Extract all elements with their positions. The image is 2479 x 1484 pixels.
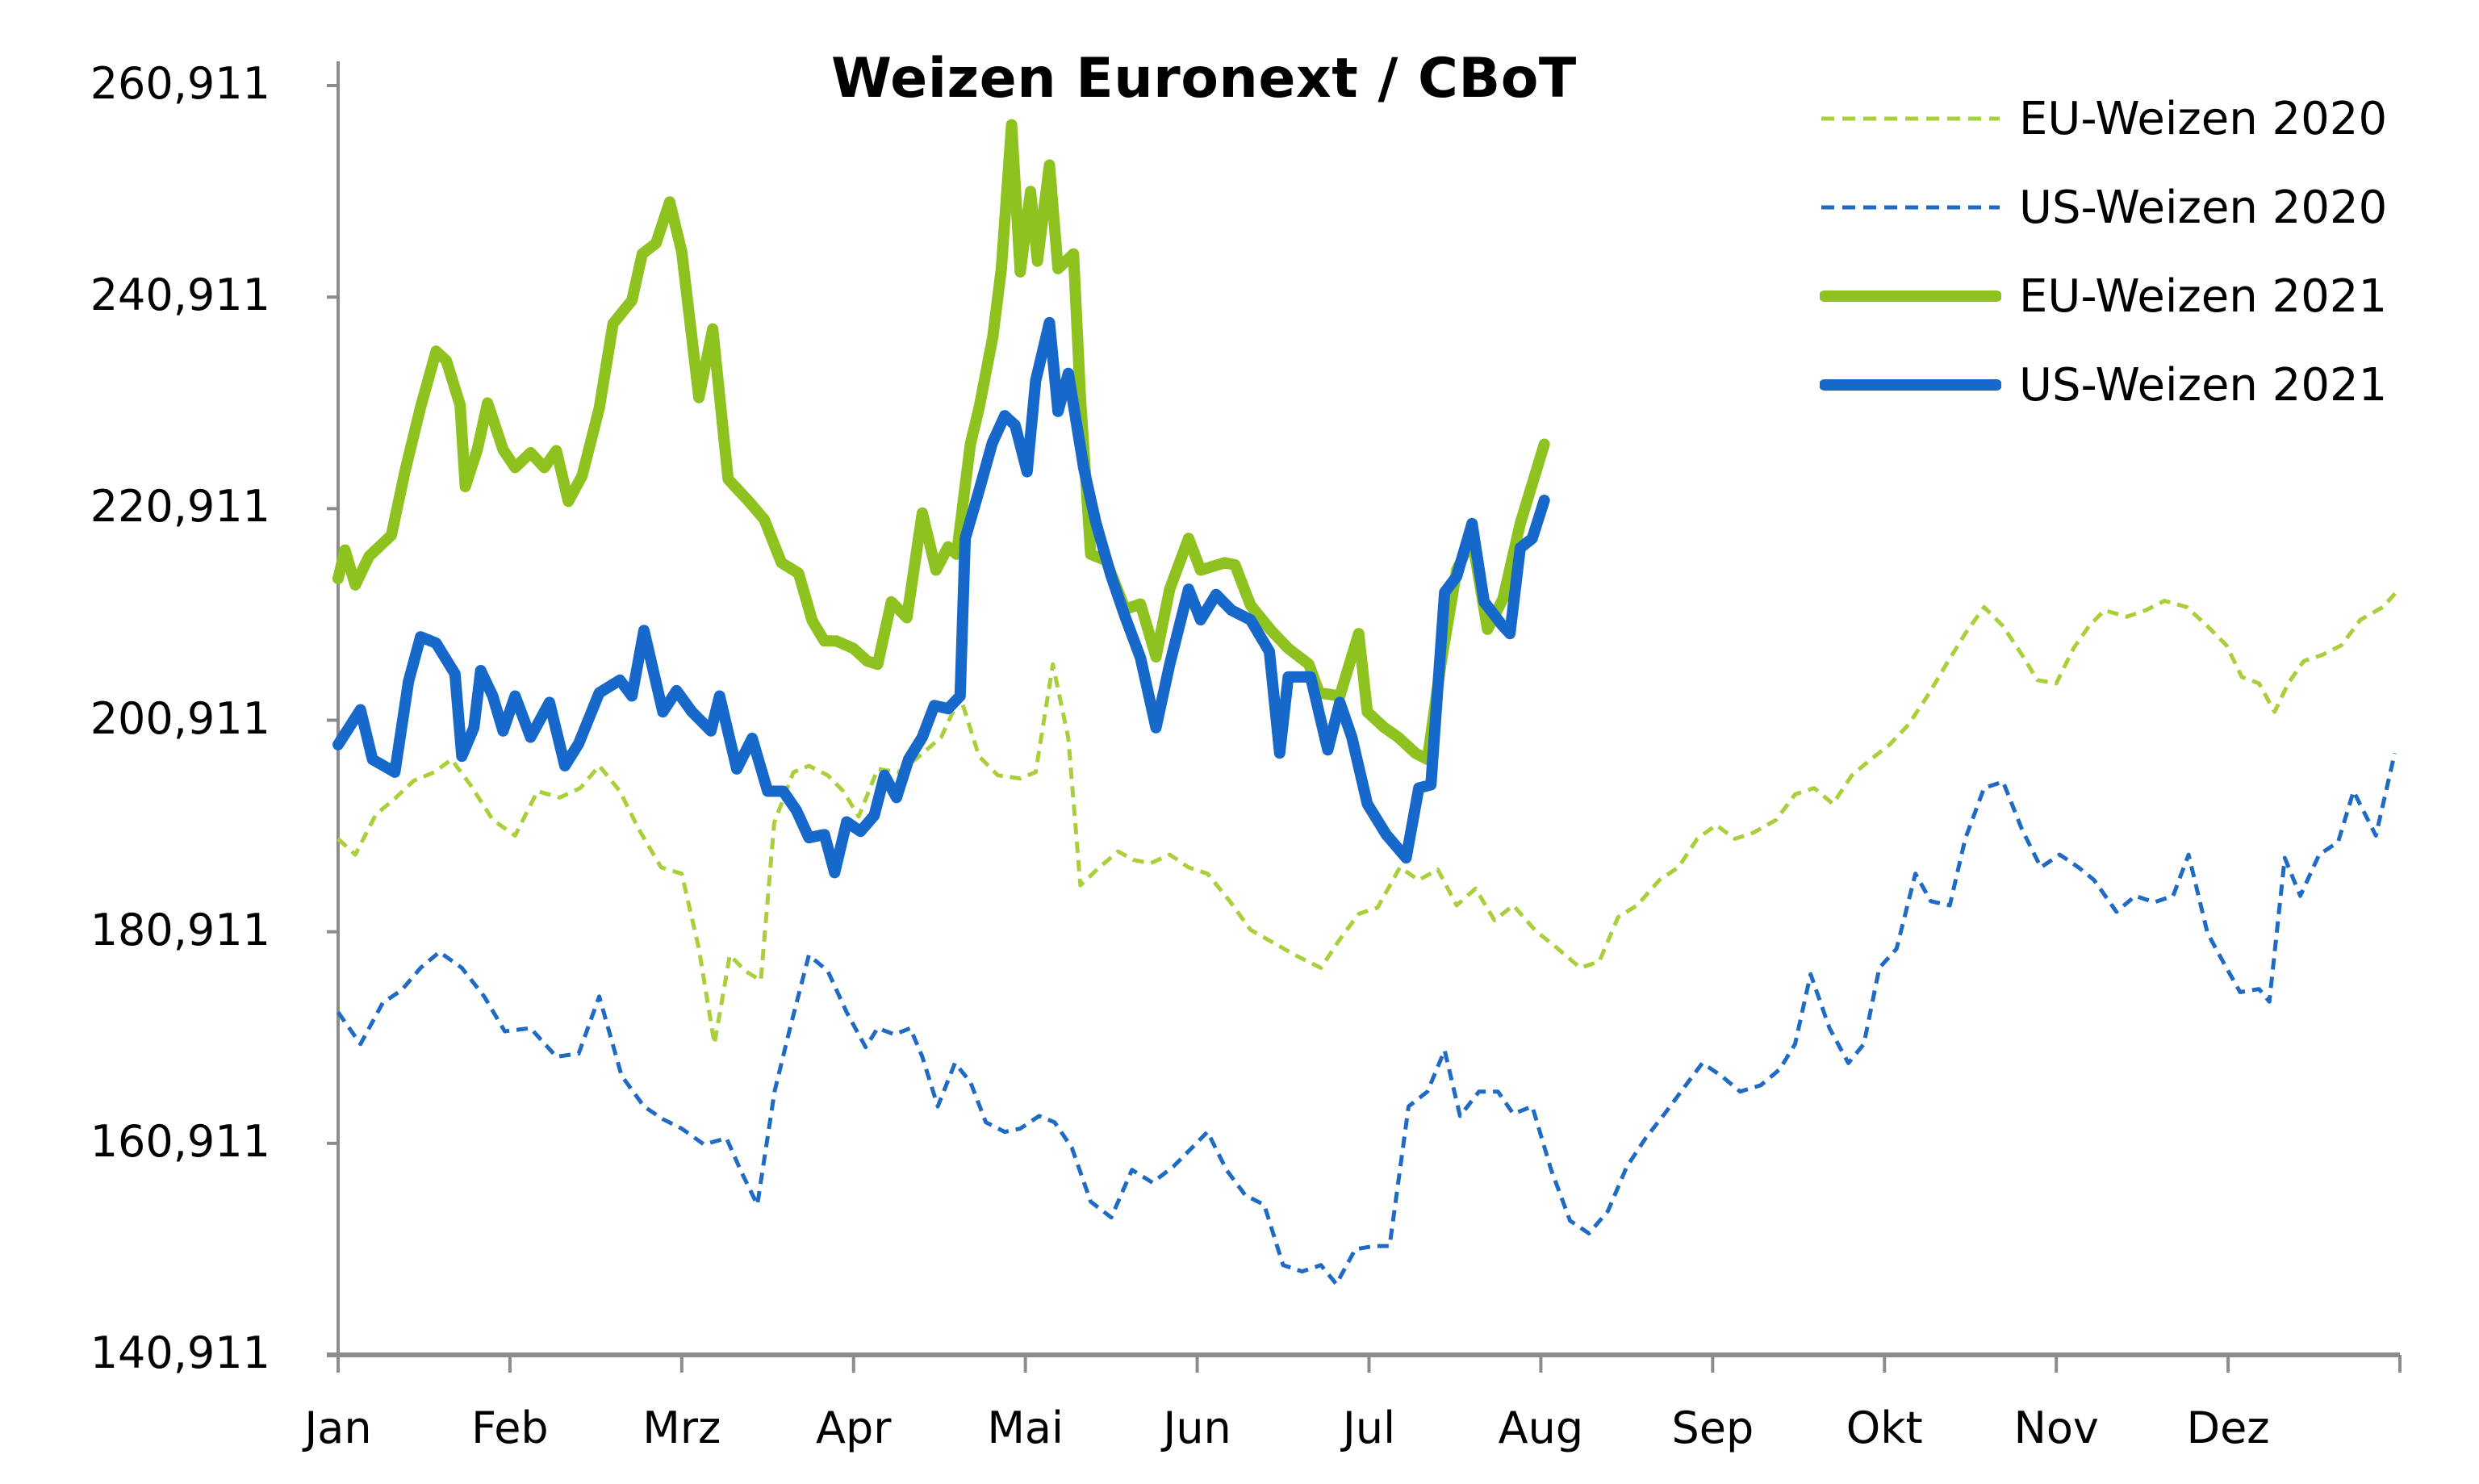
series-line-eu-weizen-2021 — [332, 119, 1550, 766]
legend-item-eu-2020: EU-Weizen 2020 — [1820, 74, 2387, 163]
series-line-us-weizen-2020 — [336, 752, 2397, 1286]
series-line-eu-weizen-2020 — [337, 587, 2402, 1047]
chart-title: Weizen Euronext / CBoT — [831, 47, 1577, 111]
legend-item-eu-2021: EU-Weizen 2021 — [1820, 252, 2387, 341]
y-tick-label: 200,911 — [90, 692, 270, 744]
x-tick-label: Okt — [1846, 1402, 1923, 1453]
legend-item-us-2020: US-Weizen 2020 — [1820, 163, 2387, 252]
x-tick-label: Jun — [1163, 1402, 1231, 1453]
x-tick-label: Apr — [816, 1402, 892, 1453]
x-tick-label: Aug — [1498, 1402, 1584, 1453]
x-tick-label: Sep — [1671, 1402, 1754, 1453]
legend-label: US-Weizen 2020 — [2019, 181, 2388, 234]
x-tick-label: Feb — [471, 1402, 549, 1453]
y-tick-label: 180,911 — [90, 904, 270, 955]
x-tick-label: Jan — [304, 1402, 372, 1453]
legend-item-us-2021: US-Weizen 2021 — [1820, 341, 2387, 429]
x-tick-label: Mrz — [642, 1402, 721, 1453]
x-tick-label: Dez — [2186, 1402, 2270, 1453]
dashed-line-swatch-icon — [1821, 116, 2000, 121]
solid-line-swatch-icon — [1820, 291, 2001, 302]
y-tick-label: 160,911 — [90, 1115, 270, 1167]
solid-line-swatch-icon — [1820, 379, 2001, 391]
x-tick-label: Nov — [2013, 1402, 2099, 1453]
series-line-us-weizen-2021 — [332, 316, 1550, 879]
y-tick-label: 240,911 — [90, 270, 270, 321]
y-tick-label: 260,911 — [90, 58, 270, 109]
legend-label: EU-Weizen 2021 — [2019, 270, 2388, 323]
chart-legend: EU-Weizen 2020 US-Weizen 2020 EU-Weizen … — [1820, 74, 2387, 429]
y-tick-label: 140,911 — [90, 1327, 270, 1378]
dashed-line-swatch-icon — [1821, 205, 2000, 210]
y-tick-label: 220,911 — [90, 481, 270, 533]
x-tick-label: Jul — [1342, 1402, 1396, 1453]
legend-label: EU-Weizen 2020 — [2019, 92, 2388, 145]
legend-label: US-Weizen 2021 — [2019, 358, 2388, 412]
x-tick-label: Mai — [987, 1402, 1064, 1453]
